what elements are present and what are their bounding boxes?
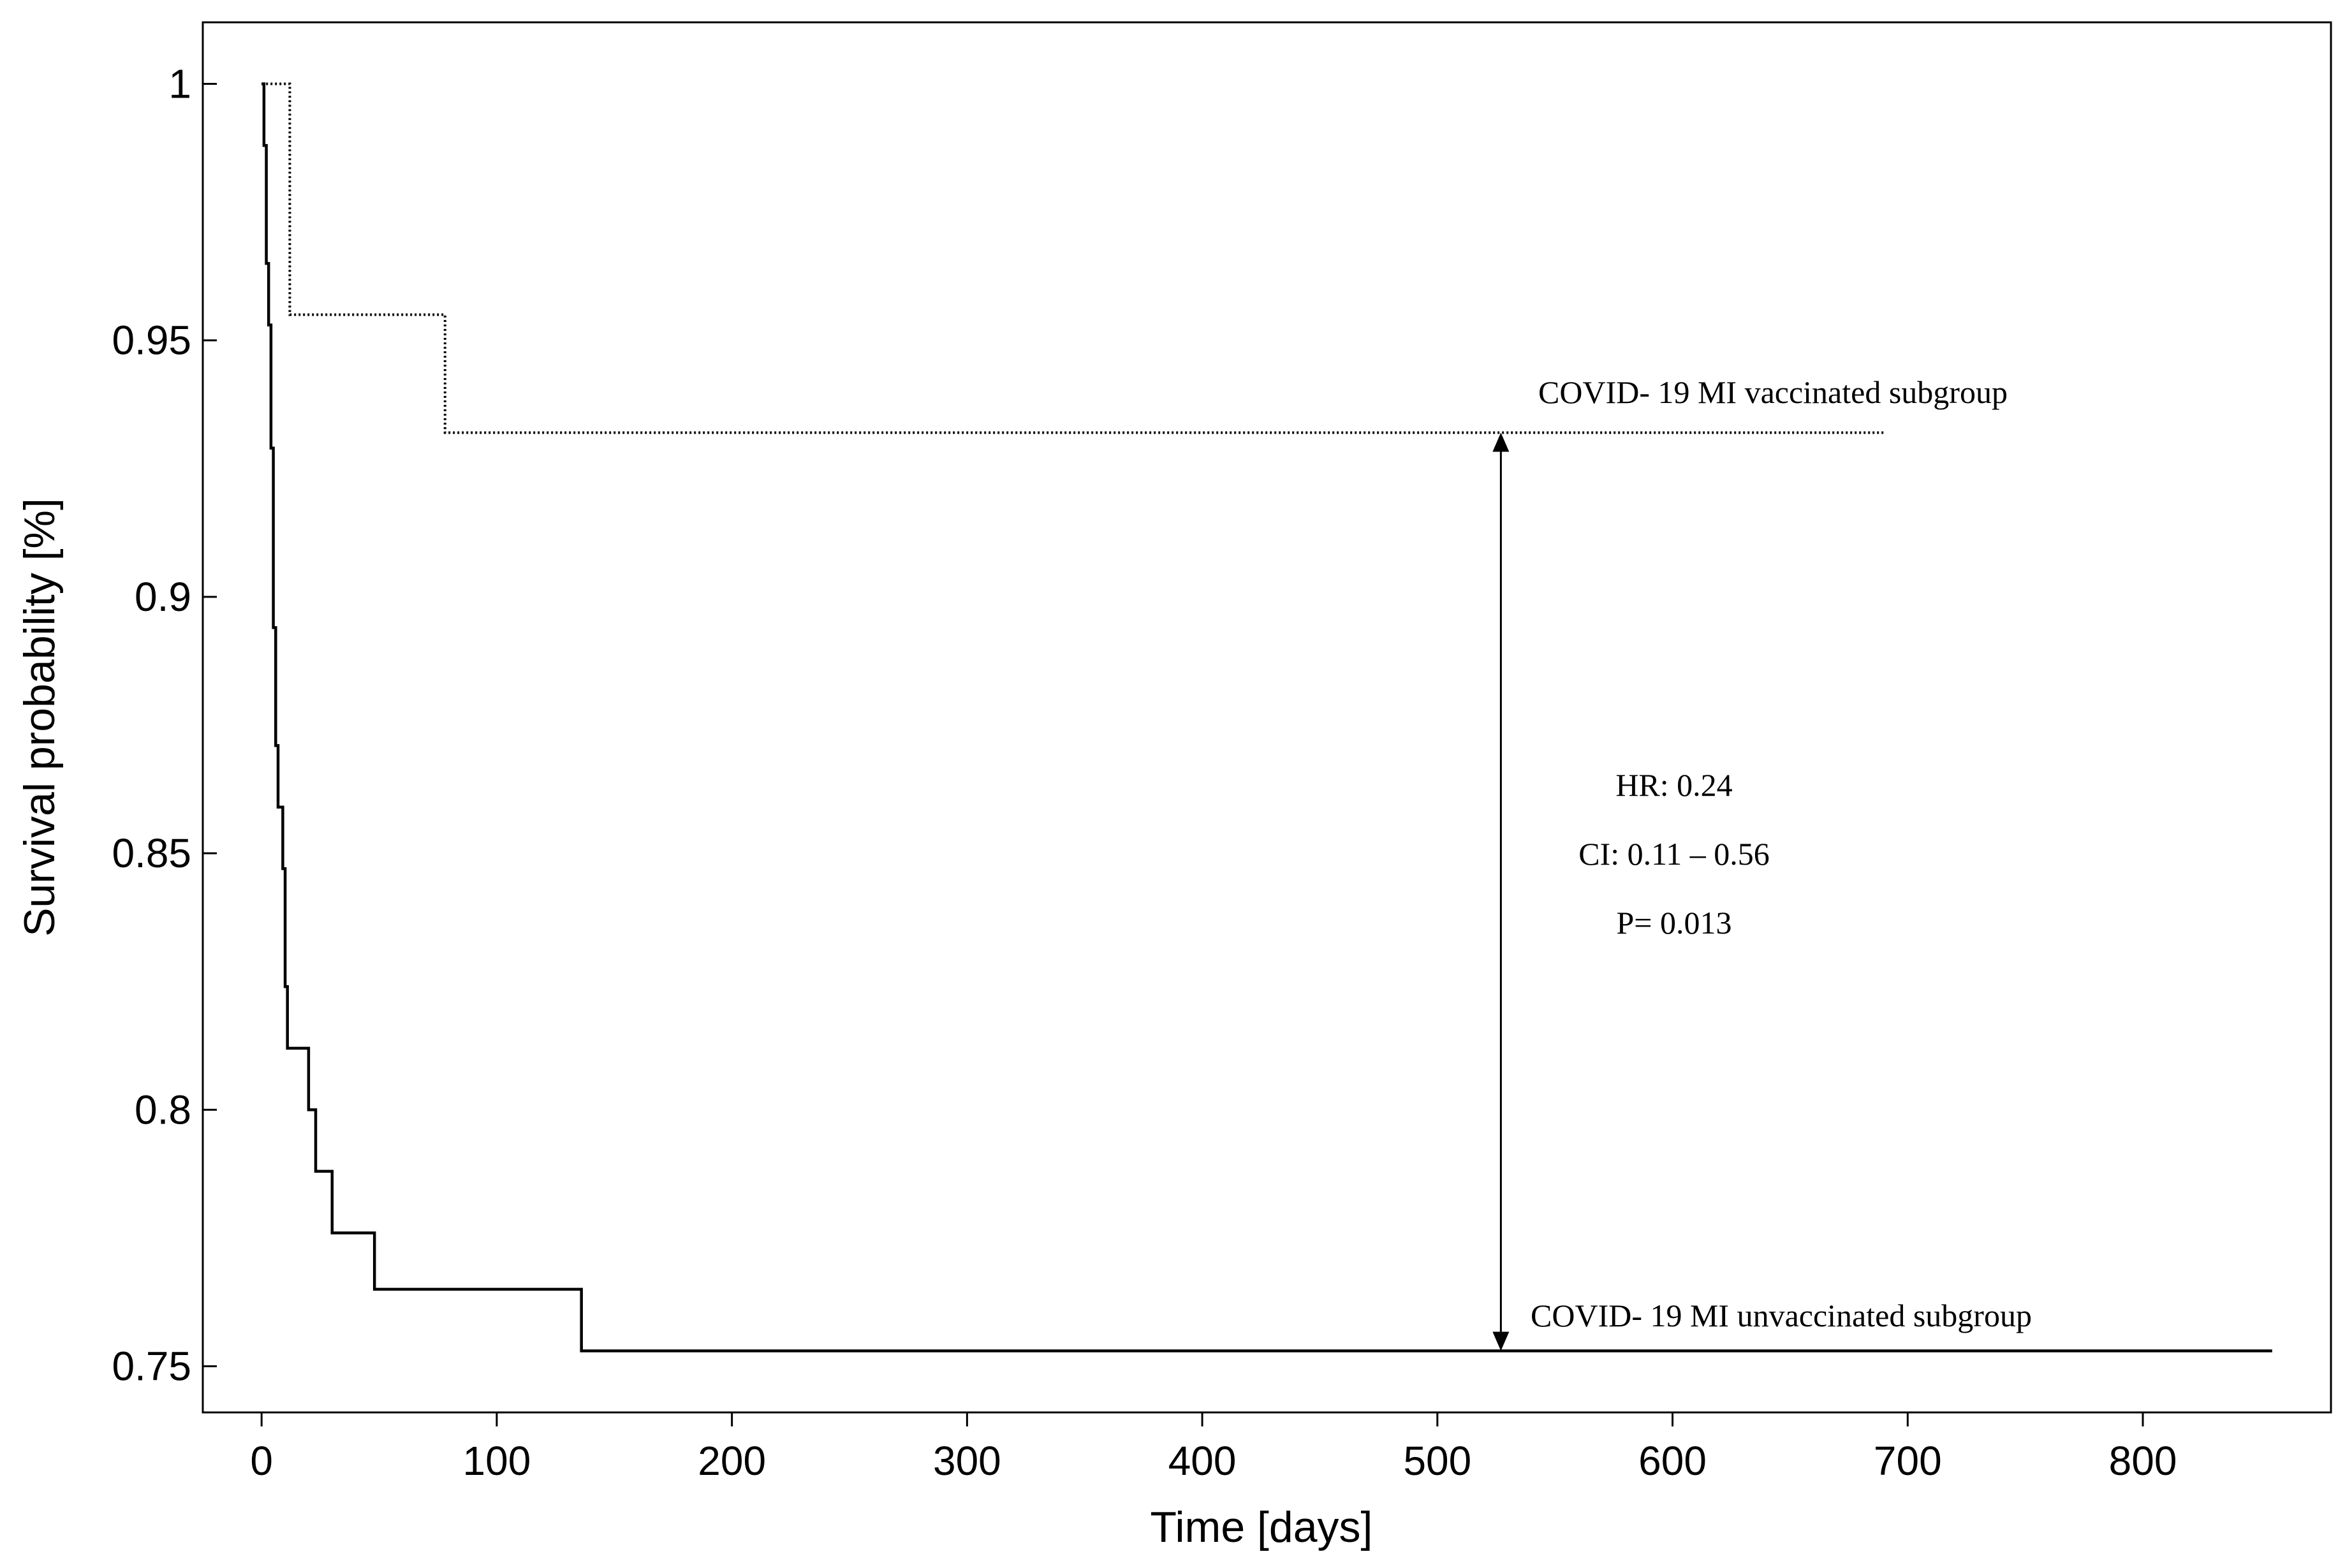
x-tick-label: 600: [1638, 1438, 1707, 1484]
x-tick-label: 0: [250, 1438, 273, 1484]
hazard-ratio-label: HR: 0.24: [1615, 767, 1732, 803]
unvaccinated-survival-line: [261, 82, 2272, 1352]
x-tick-label: 200: [698, 1438, 766, 1484]
difference-arrow-head-bottom: [1492, 1331, 1510, 1351]
vaccinated-survival-line: [261, 82, 1885, 434]
y-tick-label: 0.95: [112, 318, 191, 363]
unvaccinated-label: COVID- 19 MI unvaccinated subgroup: [1531, 1298, 2032, 1333]
y-tick-label: 1: [168, 61, 191, 107]
difference-arrow-head-top: [1492, 432, 1510, 452]
y-tick-label: 0.75: [112, 1344, 191, 1389]
x-axis-ticks: 0 100 200 300 400 500 600 700 800: [250, 1412, 2177, 1484]
x-tick-label: 700: [1874, 1438, 1942, 1484]
y-axis-title: Survival probability [%]: [15, 498, 64, 937]
plot-frame: [202, 21, 2332, 1414]
annotation-layer: COVID- 19 MI vaccinated subgroup COVID- …: [1492, 374, 2032, 1351]
confidence-interval-label: CI: 0.11 – 0.56: [1578, 836, 1770, 872]
x-tick-label: 800: [2109, 1438, 2177, 1484]
x-tick-label: 100: [463, 1438, 531, 1484]
y-axis-ticks: 0.75 0.8 0.85 0.9 0.95 1: [112, 61, 217, 1389]
x-tick-label: 500: [1403, 1438, 1471, 1484]
x-axis-title: Time [days]: [1150, 1503, 1373, 1551]
y-tick-label: 0.8: [135, 1087, 191, 1132]
vaccinated-label: COVID- 19 MI vaccinated subgroup: [1538, 374, 2008, 410]
x-tick-label: 300: [933, 1438, 1001, 1484]
y-tick-label: 0.85: [112, 830, 191, 876]
y-tick-label: 0.9: [135, 574, 191, 620]
series-layer: [261, 82, 2272, 1352]
p-value-label: P= 0.013: [1616, 905, 1731, 941]
x-tick-label: 400: [1168, 1438, 1237, 1484]
